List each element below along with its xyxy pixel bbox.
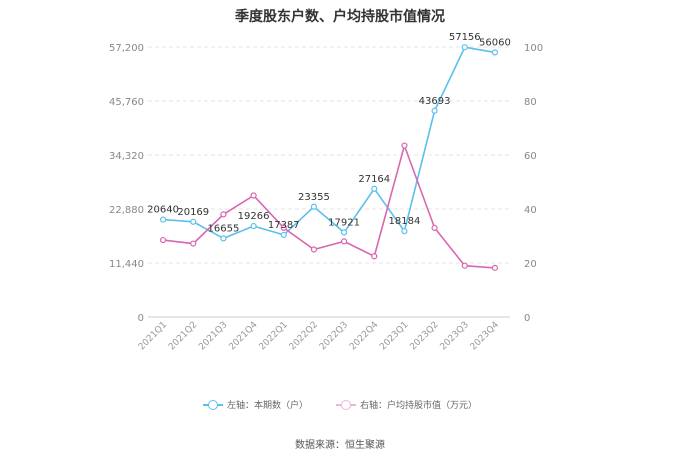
y-right-tick-label: 100 [524,43,543,54]
data-point-0 [461,44,468,51]
x-tick-label: 2021Q3 [197,320,229,352]
data-label: 56060 [479,37,511,48]
x-tick-label: 2022Q3 [318,320,350,352]
data-label: 20169 [177,207,209,218]
y-right-tick-label: 40 [524,205,537,216]
legend-marker-blue [202,399,223,411]
y-left-tick-label: 11,440 [109,259,144,270]
x-tick-label: 2022Q2 [288,320,320,352]
data-label: 17387 [268,220,300,231]
x-tick-label: 2021Q1 [137,320,169,352]
y-left-tick-label: 45,760 [109,97,144,108]
x-tick-label: 2023Q4 [469,320,502,353]
y-left-tick-label: 0 [138,313,144,324]
y-right-tick-label: 20 [524,259,537,270]
y-left-tick-label: 22,880 [109,205,144,216]
data-point-0 [280,231,287,239]
y-right-tick-label: 60 [524,151,537,162]
data-point-1 [280,224,287,231]
data-point-1 [190,240,197,247]
data-point-0 [491,49,499,56]
x-tick-label: 2022Q4 [348,320,381,353]
x-tick-label: 2023Q3 [439,320,471,352]
data-point-1 [431,224,438,231]
data-point-1 [401,142,408,149]
data-label: 18184 [389,216,421,227]
legend-marker-pink [336,399,356,411]
data-point-0 [401,228,408,235]
data-point-0 [159,216,167,223]
data-point-1 [371,253,378,260]
x-tick-label: 2023Q2 [408,320,440,352]
y-right-tick-label: 0 [524,313,530,324]
data-point-1 [220,211,227,218]
data-label: 17921 [328,217,360,228]
data-point-1 [159,236,167,244]
y-right-tick-label: 80 [524,97,537,108]
data-point-1 [340,238,348,245]
y-left-tick-label: 34,320 [109,151,144,162]
data-point-0 [310,203,318,210]
data-point-0 [220,235,227,242]
x-tick-label: 2021Q2 [167,320,199,352]
data-label: 27164 [358,174,390,185]
legend-item-market-value[interactable]: 右轴：户均持股市值（万元） [336,398,477,411]
data-point-0 [371,185,378,192]
data-point-0 [340,229,348,236]
data-label: 43693 [419,96,451,107]
data-point-1 [461,262,468,269]
data-label: 57156 [449,32,481,43]
series-line-1 [163,142,495,269]
chart-legend: 左轴：本期数（户） 右轴：户均持股市值（万元） [0,398,680,411]
data-source: 数据来源：恒生聚源 [295,440,385,451]
y-left-tick-label: 57,200 [109,43,144,54]
data-point-0 [431,107,438,114]
chart-title: 季度股东户数、户均持股市值情况 [235,9,445,25]
data-label: 16655 [208,223,240,234]
data-label: 20640 [147,205,179,216]
data-label: 19266 [238,211,270,222]
data-point-0 [250,222,257,230]
data-label: 23355 [298,192,330,203]
x-tick-label: 2023Q1 [378,320,410,352]
data-point-1 [310,246,318,253]
x-tick-label: 2022Q1 [258,320,290,352]
legend-label-households: 左轴：本期数（户） [226,401,308,411]
x-tick-label: 2021Q4 [227,320,260,353]
legend-label-market-value: 右轴：户均持股市值（万元） [360,401,478,411]
legend-item-households[interactable]: 左轴：本期数（户） [202,398,308,411]
data-point-0 [190,218,197,225]
series-line-0 [163,46,496,240]
data-point-1 [250,192,257,199]
data-point-1 [491,264,499,271]
